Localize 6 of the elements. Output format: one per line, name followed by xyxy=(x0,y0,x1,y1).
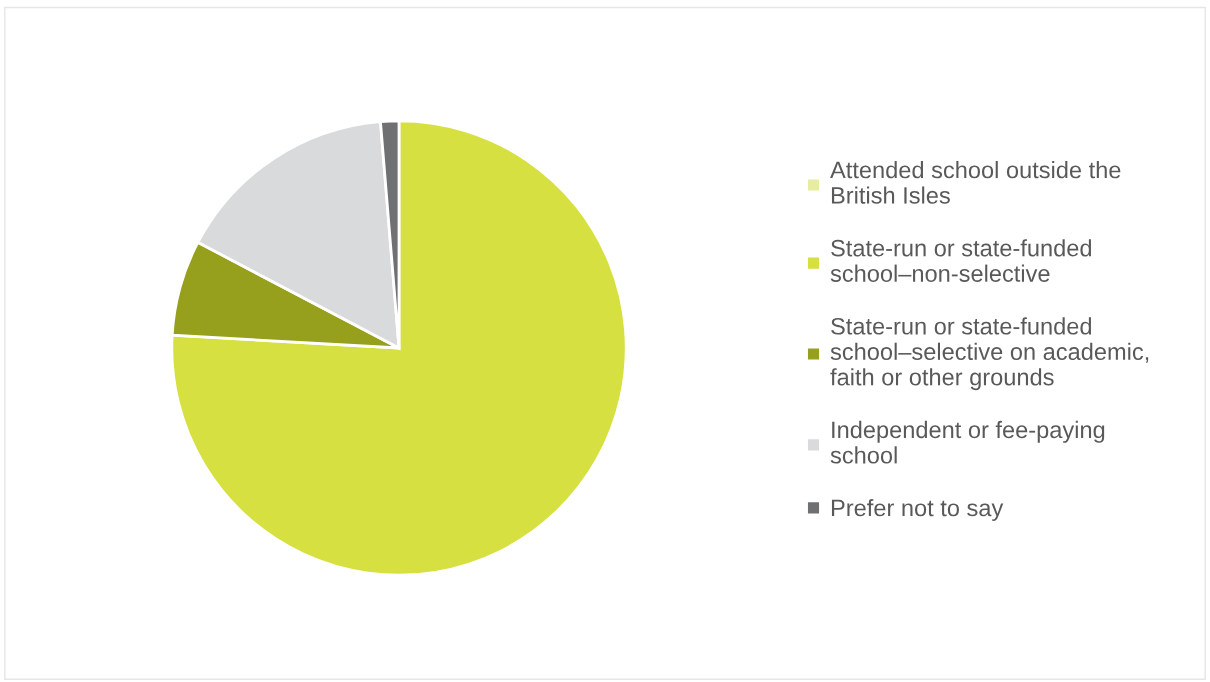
legend-label: State-run or state-funded school–selective on academic, faith or other grounds xyxy=(830,317,1149,391)
legend-label: State-run or state-funded school–non-selective xyxy=(830,239,1092,282)
legend-label: Independent or fee-paying school xyxy=(830,420,1105,464)
legend-label: Prefer not to say xyxy=(831,499,1004,521)
legend-label: Attended school outside the British Isles xyxy=(830,161,1121,204)
pie-slice xyxy=(170,119,628,577)
